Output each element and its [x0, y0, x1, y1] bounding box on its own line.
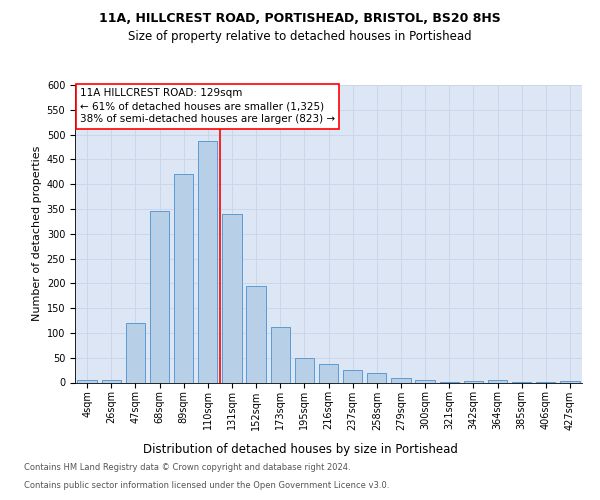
Bar	[343, 370, 362, 382]
Text: 11A, HILLCREST ROAD, PORTISHEAD, BRISTOL, BS20 8HS: 11A, HILLCREST ROAD, PORTISHEAD, BRISTOL…	[99, 12, 501, 26]
Bar	[150, 212, 169, 382]
Bar	[126, 323, 145, 382]
Text: Contains HM Land Registry data © Crown copyright and database right 2024.: Contains HM Land Registry data © Crown c…	[24, 464, 350, 472]
Bar	[415, 380, 435, 382]
Text: 11A HILLCREST ROAD: 129sqm
← 61% of detached houses are smaller (1,325)
38% of s: 11A HILLCREST ROAD: 129sqm ← 61% of deta…	[80, 88, 335, 124]
Bar	[77, 380, 97, 382]
Bar	[488, 380, 507, 382]
Text: Distribution of detached houses by size in Portishead: Distribution of detached houses by size …	[143, 442, 457, 456]
Bar	[560, 380, 580, 382]
Bar	[295, 358, 314, 382]
Bar	[391, 378, 410, 382]
Bar	[101, 380, 121, 382]
Text: Size of property relative to detached houses in Portishead: Size of property relative to detached ho…	[128, 30, 472, 43]
Bar	[464, 380, 483, 382]
Bar	[271, 327, 290, 382]
Bar	[367, 372, 386, 382]
Bar	[247, 286, 266, 382]
Y-axis label: Number of detached properties: Number of detached properties	[32, 146, 43, 322]
Text: Contains public sector information licensed under the Open Government Licence v3: Contains public sector information licen…	[24, 481, 389, 490]
Bar	[198, 140, 217, 382]
Bar	[174, 174, 193, 382]
Bar	[319, 364, 338, 382]
Bar	[222, 214, 242, 382]
